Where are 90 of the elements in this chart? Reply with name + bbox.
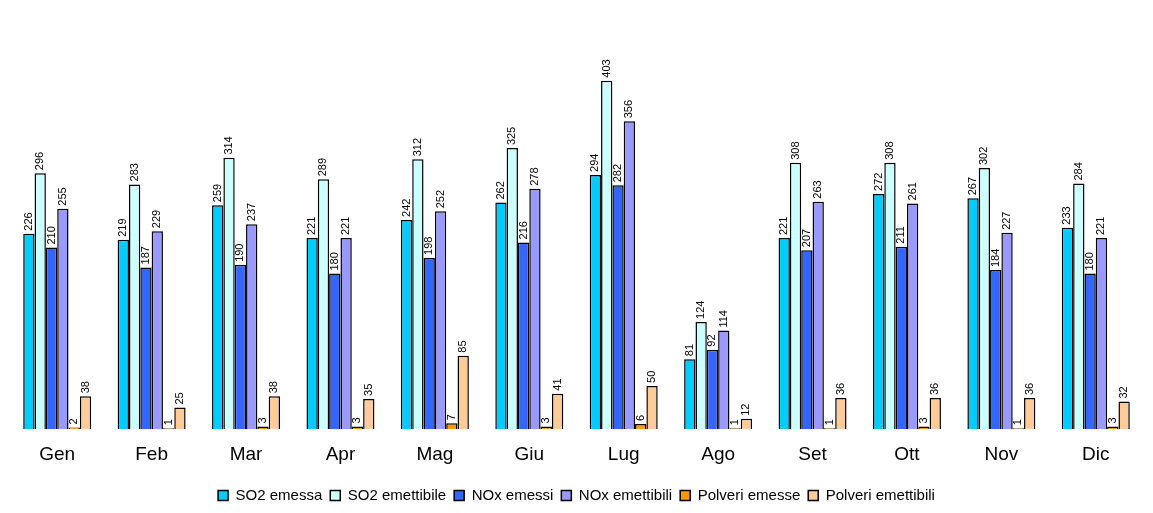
legend-label: SO2 emettibile bbox=[347, 485, 447, 503]
data-label: 198 bbox=[422, 236, 435, 255]
data-label: 261 bbox=[905, 182, 918, 201]
data-label: 221 bbox=[777, 216, 790, 236]
data-label: 190 bbox=[233, 243, 246, 262]
data-label: 38 bbox=[267, 381, 280, 394]
data-label: 7 bbox=[444, 414, 457, 421]
data-label: 282 bbox=[611, 163, 624, 183]
x-tick-label: Gen bbox=[39, 442, 76, 464]
data-label: 2 bbox=[67, 418, 80, 425]
data-label: 267 bbox=[966, 176, 979, 196]
legend-label: Polveri emettibili bbox=[825, 485, 935, 503]
data-label: 210 bbox=[44, 226, 57, 245]
data-label: 262 bbox=[494, 181, 506, 200]
data-label: 308 bbox=[788, 141, 801, 160]
data-label: 312 bbox=[410, 138, 423, 157]
x-tick-label: Nov bbox=[984, 442, 1019, 464]
data-label: 272 bbox=[871, 172, 884, 191]
data-label: 180 bbox=[1083, 252, 1096, 271]
data-label: 278 bbox=[527, 167, 540, 186]
x-tick-label: Dic bbox=[1082, 442, 1110, 464]
data-label: 259 bbox=[210, 183, 223, 203]
data-label: 314 bbox=[222, 136, 235, 155]
data-label: 81 bbox=[682, 343, 695, 357]
x-tick-label: Feb bbox=[135, 442, 168, 464]
data-label: 296 bbox=[33, 151, 46, 171]
data-label: 6 bbox=[633, 414, 646, 422]
data-label: 36 bbox=[833, 382, 846, 396]
data-label: 36 bbox=[1022, 382, 1035, 396]
data-label: 233 bbox=[1060, 206, 1073, 225]
data-label: 1 bbox=[822, 419, 835, 426]
legend-label: SO2 emessa bbox=[235, 485, 323, 503]
data-label: 216 bbox=[516, 221, 529, 240]
data-label: 3 bbox=[256, 417, 269, 424]
x-tick-label: Giu bbox=[514, 442, 545, 464]
x-tick-label: Mar bbox=[229, 442, 264, 464]
data-label: 237 bbox=[244, 202, 257, 222]
data-label: 283 bbox=[127, 163, 140, 182]
legend-label: NOx emettibili bbox=[578, 485, 673, 503]
data-label: 308 bbox=[882, 141, 895, 160]
data-label: 180 bbox=[327, 252, 340, 271]
legend-label: NOx emessi bbox=[471, 485, 554, 503]
data-label: 227 bbox=[1000, 211, 1013, 230]
x-tick-label: Ago bbox=[701, 442, 736, 464]
data-label: 221 bbox=[305, 216, 318, 236]
data-label: 302 bbox=[977, 146, 990, 165]
data-label: 92 bbox=[705, 334, 718, 347]
data-label: 219 bbox=[116, 218, 129, 237]
x-tick-label: Set bbox=[798, 442, 828, 464]
data-label: 294 bbox=[588, 153, 601, 172]
x-tick-label: Ott bbox=[894, 442, 921, 464]
data-label: 50 bbox=[645, 370, 658, 383]
data-label: 3 bbox=[916, 417, 929, 424]
data-label: 226 bbox=[21, 212, 34, 231]
data-label: 41 bbox=[550, 378, 563, 391]
data-label: 35 bbox=[361, 383, 374, 396]
data-label: 1 bbox=[1011, 419, 1024, 426]
data-label: 229 bbox=[150, 209, 163, 229]
data-label: 187 bbox=[138, 246, 151, 265]
data-label: 1 bbox=[728, 419, 741, 426]
data-label: 284 bbox=[1071, 162, 1084, 181]
data-label: 207 bbox=[799, 228, 812, 248]
data-label: 263 bbox=[811, 180, 824, 199]
data-label: 184 bbox=[988, 248, 1001, 268]
data-label: 85 bbox=[456, 340, 469, 353]
data-label: 32 bbox=[1117, 386, 1130, 399]
data-label: 356 bbox=[622, 99, 635, 119]
data-label: 255 bbox=[55, 187, 68, 206]
data-label: 325 bbox=[505, 126, 518, 146]
data-label: 25 bbox=[172, 392, 185, 405]
data-label: 36 bbox=[928, 382, 941, 396]
data-label: 252 bbox=[433, 189, 446, 209]
data-label: 289 bbox=[316, 157, 329, 177]
data-label: 3 bbox=[539, 417, 552, 424]
data-label: 1 bbox=[161, 419, 174, 426]
data-label: 124 bbox=[694, 300, 707, 319]
data-label: 114 bbox=[716, 310, 729, 328]
data-label: 38 bbox=[78, 381, 91, 394]
data-label: 403 bbox=[599, 59, 612, 78]
x-tick-label: Apr bbox=[325, 442, 356, 464]
data-label: 3 bbox=[1105, 417, 1118, 424]
data-label: 221 bbox=[339, 216, 352, 236]
data-label: 12 bbox=[739, 403, 752, 416]
x-tick-label: Lug bbox=[607, 442, 640, 464]
data-label: 3 bbox=[350, 417, 363, 424]
data-label: 242 bbox=[399, 198, 412, 217]
data-label: 221 bbox=[1094, 216, 1107, 236]
legend-label: Polveri emesse bbox=[697, 485, 801, 503]
data-label: 211 bbox=[894, 226, 907, 244]
x-tick-label: Mag bbox=[416, 442, 454, 464]
